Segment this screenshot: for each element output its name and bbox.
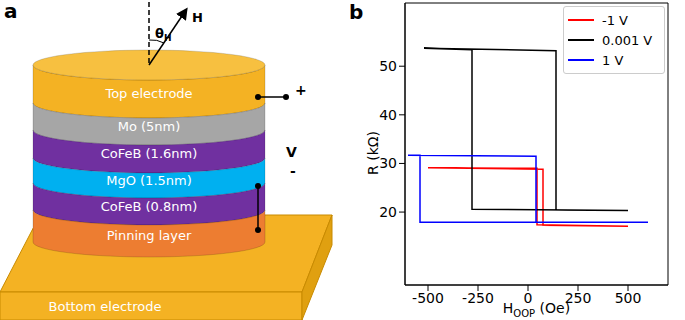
svg-text:-: -	[290, 163, 296, 179]
svg-text:0: 0	[524, 290, 533, 306]
svg-text:θH: θH	[155, 26, 171, 43]
svg-text:20: 20	[379, 204, 397, 220]
svg-text:40: 40	[379, 107, 397, 123]
svg-text:Top electrode: Top electrode	[104, 86, 192, 101]
svg-text:V: V	[286, 144, 297, 160]
svg-text:Pinning layer: Pinning layer	[107, 228, 192, 243]
svg-text:CoFeB (1.6nm): CoFeB (1.6nm)	[101, 146, 198, 161]
svg-text:-250: -250	[462, 290, 494, 306]
svg-text:MgO (1.5nm): MgO (1.5nm)	[106, 173, 192, 188]
svg-text:Bottom electrode: Bottom electrode	[49, 299, 162, 314]
svg-text:H: H	[192, 10, 203, 25]
svg-text:500: 500	[615, 290, 642, 306]
svg-text:+: +	[295, 82, 307, 98]
svg-text:Mo (5nm): Mo (5nm)	[118, 119, 181, 134]
svg-text:a: a	[4, 0, 18, 23]
svg-text:50: 50	[379, 58, 397, 74]
svg-text:-500: -500	[412, 290, 444, 306]
svg-text:30: 30	[379, 155, 397, 171]
svg-text:CoFeB (0.8nm): CoFeB (0.8nm)	[101, 199, 198, 214]
